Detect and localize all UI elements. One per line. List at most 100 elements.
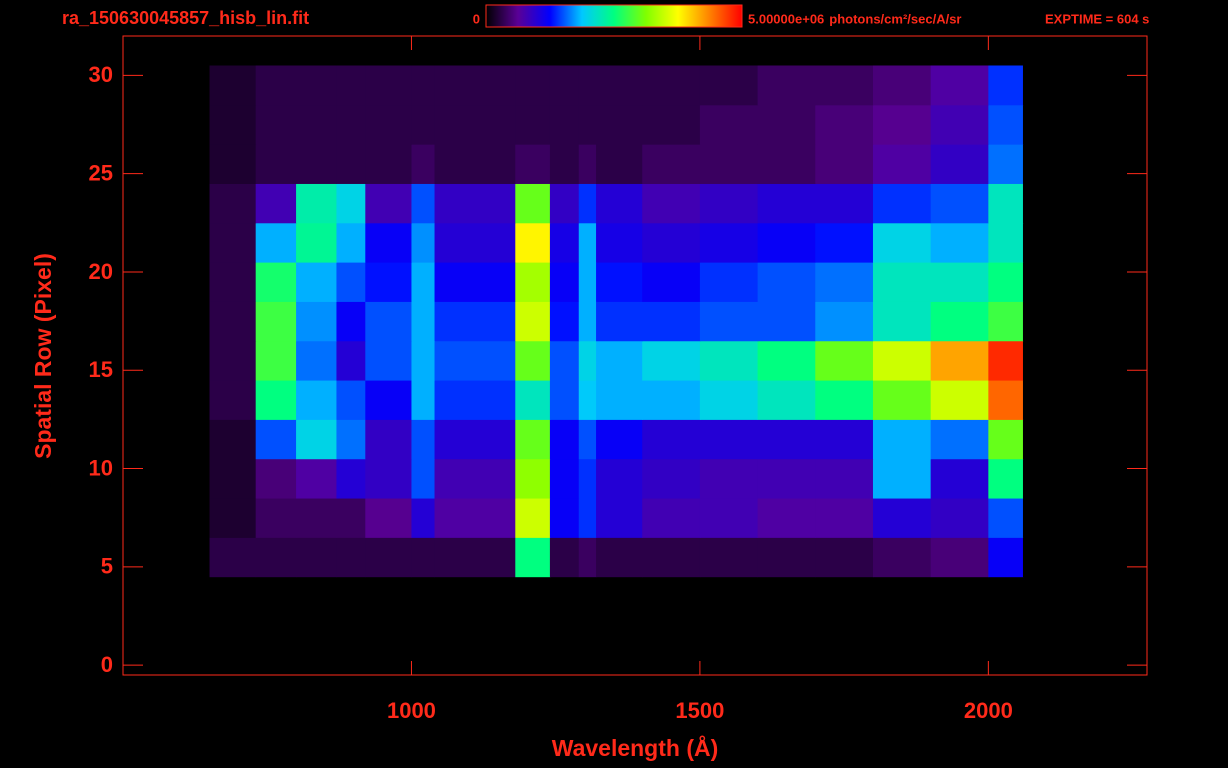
heatmap-cell: [515, 419, 551, 460]
heatmap-cell: [296, 301, 337, 342]
heatmap-cell: [872, 301, 932, 342]
heatmap-cell: [209, 458, 257, 499]
heatmap-cell: [872, 104, 932, 145]
heatmap-cell: [336, 104, 366, 145]
heatmap-cell: [757, 183, 816, 224]
x-tick-label: 2000: [964, 698, 1013, 723]
heatmap-cell: [365, 537, 412, 578]
heatmap-cell: [434, 144, 516, 184]
heatmap-cell: [255, 262, 297, 302]
heatmap-cell: [336, 144, 366, 184]
heatmap-cell: [578, 419, 597, 460]
heatmap-cell: [411, 458, 436, 499]
heatmap-cell: [365, 144, 412, 184]
heatmap-cell: [596, 104, 643, 145]
heatmap-cell: [255, 458, 297, 499]
colorbar-tick-label: 0: [473, 11, 480, 26]
heatmap-cell: [209, 104, 257, 145]
exposure-label: EXPTIME = 604 s: [1045, 11, 1149, 26]
heatmap-cell: [336, 183, 366, 224]
heatmap-cell: [434, 380, 516, 420]
heatmap-cell: [434, 104, 516, 145]
heatmap-cell: [930, 104, 989, 145]
heatmap-cell: [1022, 222, 1047, 263]
heatmap-cell: [411, 144, 436, 184]
heatmap-cell: [596, 262, 643, 302]
y-tick-label: 25: [89, 160, 113, 185]
heatmap-cell: [642, 104, 701, 145]
heatmap-cell: [872, 419, 932, 460]
heatmap-cell: [255, 144, 297, 184]
heatmap-cell: [642, 144, 701, 184]
heatmap-cell: [988, 419, 1024, 460]
heatmap-cell: [336, 537, 366, 578]
heatmap-cell: [255, 537, 297, 578]
colorbar-tick-label: 5.00000e+06: [748, 11, 824, 26]
heatmap-cell: [434, 222, 516, 263]
heatmap-cell: [336, 301, 366, 342]
heatmap-cell: [365, 458, 412, 499]
heatmap-cell: [336, 498, 366, 538]
heatmap-cell: [365, 340, 412, 381]
heatmap-cell: [930, 65, 989, 106]
heatmap-cell: [515, 458, 551, 499]
heatmap-cell: [578, 498, 597, 538]
heatmap-cell: [296, 144, 337, 184]
heatmap-cell: [434, 458, 516, 499]
heatmap-cell: [699, 458, 759, 499]
heatmap-cell: [699, 498, 759, 538]
y-axis-label: Spatial Row (Pixel): [30, 253, 56, 459]
heatmap-cell: [209, 222, 257, 263]
heatmap-cell: [988, 537, 1024, 578]
heatmap-cell: [255, 104, 297, 145]
heatmap-cell: [699, 380, 759, 420]
heatmap-cell: [988, 222, 1024, 263]
heatmap-cell: [988, 340, 1024, 381]
heatmap-cell: [757, 262, 816, 302]
heatmap-cell: [578, 183, 597, 224]
heatmap-cell: [596, 301, 643, 342]
heatmap-cell: [930, 419, 989, 460]
heatmap-cell: [296, 419, 337, 460]
heatmap-cell: [757, 222, 816, 263]
heatmap-cell: [209, 380, 257, 420]
heatmap-cell: [255, 340, 297, 381]
heatmap-cell: [209, 65, 257, 106]
heatmap-cell: [699, 537, 759, 578]
chart-title: ra_150630045857_hisb_lin.fit: [62, 8, 309, 28]
heatmap-cell: [988, 458, 1024, 499]
heatmap-cell: [872, 262, 932, 302]
heatmap-cell: [549, 222, 580, 263]
heatmap-cell: [411, 222, 436, 263]
heatmap-cell: [1022, 419, 1047, 460]
heatmap-cell: [209, 144, 257, 184]
heatmap-cell: [336, 419, 366, 460]
heatmap-cell: [209, 340, 257, 381]
heatmap-cell: [930, 380, 989, 420]
y-tick-label: 5: [101, 554, 113, 579]
heatmap-cell: [872, 458, 932, 499]
heatmap-cell: [209, 498, 257, 538]
heatmap-cell: [209, 301, 257, 342]
heatmap-cell: [578, 65, 597, 106]
heatmap-cell: [872, 498, 932, 538]
heatmap-cell: [1022, 262, 1047, 302]
heatmap-cell: [930, 301, 989, 342]
y-tick-label: 15: [89, 357, 113, 382]
heatmap-cell: [296, 262, 337, 302]
heatmap-cell: [549, 537, 580, 578]
heatmap-cell: [434, 419, 516, 460]
heatmap-cell: [578, 222, 597, 263]
heatmap-cell: [988, 262, 1024, 302]
heatmap-cell: [296, 537, 337, 578]
heatmap-cell: [1022, 537, 1047, 578]
heatmap-cell: [411, 498, 436, 538]
heatmap-cell: [296, 380, 337, 420]
heatmap-cell: [988, 380, 1024, 420]
heatmap-cell: [872, 340, 932, 381]
heatmap-cell: [1022, 380, 1047, 420]
heatmap-cell: [255, 222, 297, 263]
heatmap-cell: [549, 419, 580, 460]
heatmap-cell: [642, 183, 701, 224]
heatmap-cell: [596, 419, 643, 460]
